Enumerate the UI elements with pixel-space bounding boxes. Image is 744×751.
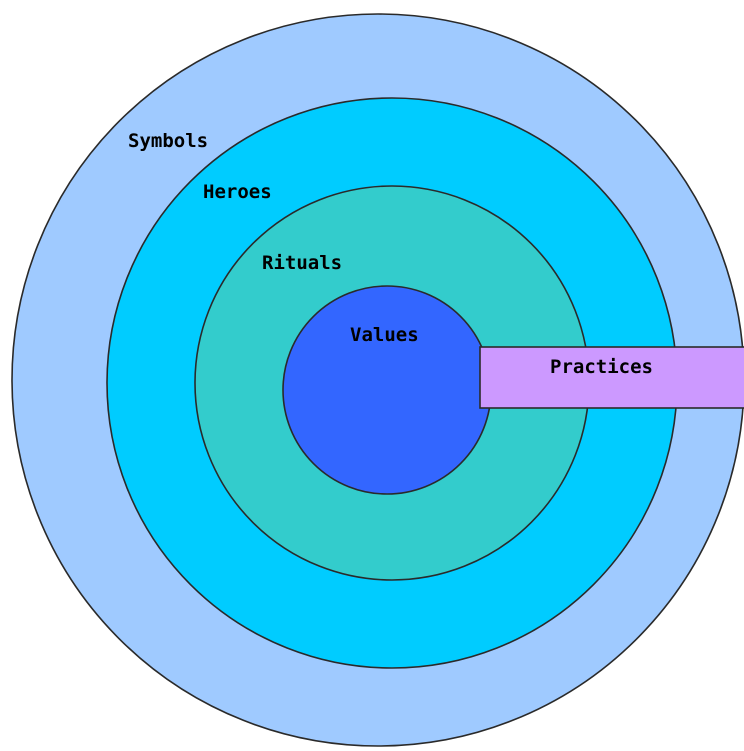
values-label: Values bbox=[350, 324, 419, 346]
heroes-label: Heroes bbox=[203, 181, 272, 203]
symbols-label: Symbols bbox=[128, 130, 208, 152]
rituals-label: Rituals bbox=[262, 252, 342, 274]
practices-label: Practices bbox=[550, 356, 653, 378]
values-core bbox=[282, 285, 492, 495]
practices-bar bbox=[479, 346, 744, 409]
